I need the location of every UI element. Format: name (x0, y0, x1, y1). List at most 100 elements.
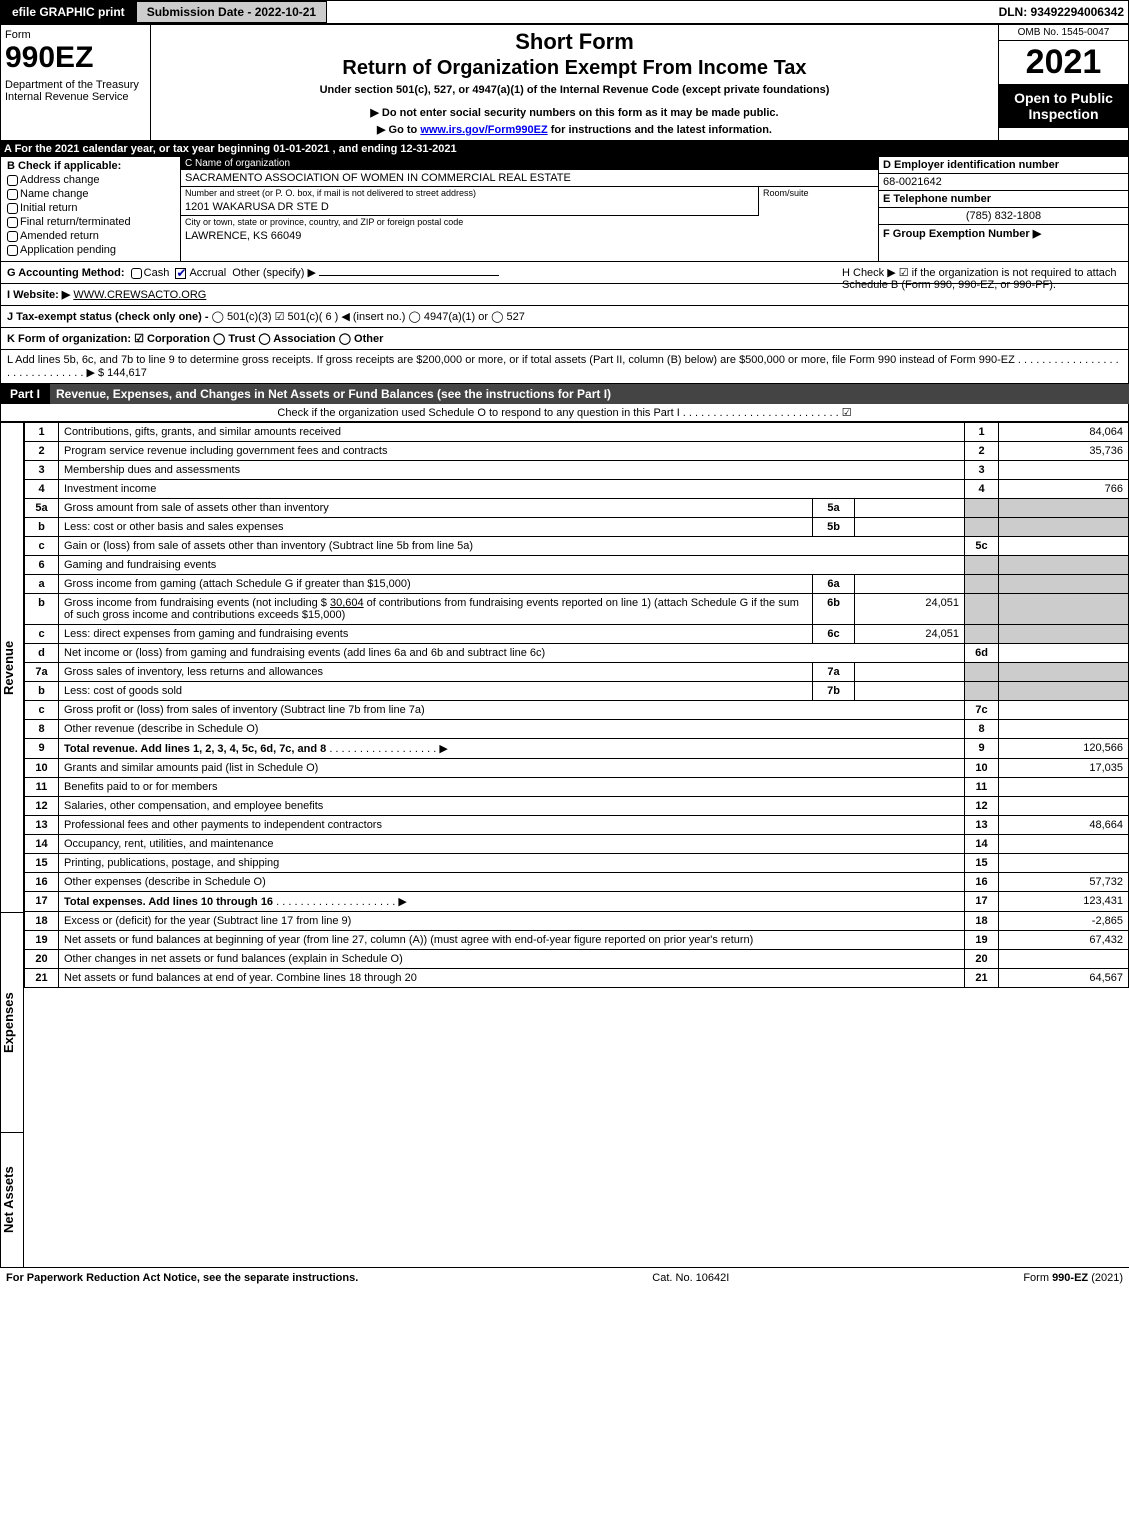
line-2: 2Program service revenue including gover… (25, 442, 1129, 461)
sec-l-gross-receipts: L Add lines 5b, 6c, and 7b to line 9 to … (0, 350, 1129, 384)
footer-left: For Paperwork Reduction Act Notice, see … (6, 1272, 358, 1284)
irs-link[interactable]: www.irs.gov/Form990EZ (420, 124, 547, 136)
footer-middle: Cat. No. 10642I (358, 1272, 1023, 1284)
header-middle: Short Form Return of Organization Exempt… (151, 25, 998, 140)
chk-address-change[interactable]: Address change (7, 174, 174, 186)
chk-application-pending[interactable]: Application pending (7, 244, 174, 256)
department-label: Department of the Treasury Internal Reve… (5, 79, 146, 103)
page-footer: For Paperwork Reduction Act Notice, see … (0, 1267, 1129, 1288)
line-16: 16Other expenses (describe in Schedule O… (25, 873, 1129, 892)
org-name: SACRAMENTO ASSOCIATION OF WOMEN IN COMME… (181, 170, 878, 187)
efile-print-button[interactable]: efile GRAPHIC print (1, 1, 136, 23)
goto-post: for instructions and the latest informat… (548, 124, 772, 136)
subtitle-goto: ▶ Go to www.irs.gov/Form990EZ for instru… (157, 123, 992, 136)
line-6d: dNet income or (loss) from gaming and fu… (25, 644, 1129, 663)
f-group-exemption: F Group Exemption Number ▶ (879, 225, 1128, 242)
i-website-value[interactable]: WWW.CREWSACTO.ORG (73, 289, 206, 301)
part-i-body: Revenue Expenses Net Assets 1Contributio… (0, 422, 1129, 1267)
line-6b: bGross income from fundraising events (n… (25, 594, 1129, 625)
part-i-tag: Part I (0, 384, 50, 404)
subtitle-ssn-warning: ▶ Do not enter social security numbers o… (157, 106, 992, 119)
j-label: J Tax-exempt status (check only one) - (7, 311, 212, 323)
g-other: Other (specify) ▶ (232, 267, 316, 279)
line-6: 6Gaming and fundraising events (25, 556, 1129, 575)
header-right: OMB No. 1545-0047 2021 Open to Public In… (998, 25, 1128, 140)
form-number: 990EZ (5, 41, 146, 75)
j-options: ◯ 501(c)(3) ☑ 501(c)( 6 ) ◀ (insert no.)… (212, 311, 525, 323)
top-bar: efile GRAPHIC print Submission Date - 20… (0, 0, 1129, 24)
room-hdr: Room/suite (759, 187, 878, 199)
sec-j-tax-exempt: J Tax-exempt status (check only one) - ◯… (0, 306, 1129, 328)
addr-hdr: Number and street (or P. O. box, if mail… (181, 187, 758, 199)
line-21: 21Net assets or fund balances at end of … (25, 969, 1129, 988)
d-ein-label: D Employer identification number (879, 157, 1128, 174)
block-bcdef: B Check if applicable: Address change Na… (0, 157, 1129, 262)
sec-h-schedule-b: H Check ▶ ☑ if the organization is not r… (842, 266, 1122, 291)
sec-k-org-form: K Form of organization: ☑ Corporation ◯ … (0, 328, 1129, 350)
line-1: 1Contributions, gifts, grants, and simil… (25, 423, 1129, 442)
tax-year: 2021 (999, 41, 1128, 84)
line-17: 17Total expenses. Add lines 10 through 1… (25, 892, 1129, 912)
city-hdr: City or town, state or province, country… (181, 216, 878, 228)
line-3: 3Membership dues and assessments3 (25, 461, 1129, 480)
chk-amended-return[interactable]: Amended return (7, 230, 174, 242)
form-header: Form 990EZ Department of the Treasury In… (0, 24, 1129, 141)
chk-final-return[interactable]: Final return/terminated (7, 216, 174, 228)
line-11: 11Benefits paid to or for members11 (25, 778, 1129, 797)
g-accrual-check[interactable] (175, 268, 186, 279)
line-13: 13Professional fees and other payments t… (25, 816, 1129, 835)
part-i-header: Part I Revenue, Expenses, and Changes in… (0, 384, 1129, 404)
line-10: 10Grants and similar amounts paid (list … (25, 759, 1129, 778)
form-label: Form (5, 29, 146, 41)
footer-right: Form Form 990-EZ (2021)990-EZ (2021) (1023, 1272, 1123, 1284)
part-i-desc: Revenue, Expenses, and Changes in Net As… (50, 384, 1129, 404)
part-i-note: Check if the organization used Schedule … (0, 404, 1129, 422)
line-5a: 5aGross amount from sale of assets other… (25, 499, 1129, 518)
org-city: LAWRENCE, KS 66049 (181, 228, 878, 244)
side-label-revenue: Revenue (0, 422, 24, 912)
line-18: 18Excess or (deficit) for the year (Subt… (25, 912, 1129, 931)
line-8: 8Other revenue (describe in Schedule O)8 (25, 720, 1129, 739)
col-b-label: B Check if applicable: (7, 160, 174, 172)
line-5c: cGain or (loss) from sale of assets othe… (25, 537, 1129, 556)
e-phone-label: E Telephone number (879, 191, 1128, 208)
col-def: D Employer identification number 68-0021… (878, 157, 1128, 261)
line-7b: bLess: cost of goods sold7b (25, 682, 1129, 701)
line-9: 9Total revenue. Add lines 1, 2, 3, 4, 5c… (25, 739, 1129, 759)
g-cash: Cash (144, 267, 170, 279)
g-label: G Accounting Method: (7, 267, 125, 279)
line-14: 14Occupancy, rent, utilities, and mainte… (25, 835, 1129, 854)
e-phone-value: (785) 832-1808 (879, 208, 1128, 225)
row-a-tax-year: A For the 2021 calendar year, or tax yea… (0, 141, 1129, 157)
title-return: Return of Organization Exempt From Incom… (157, 57, 992, 80)
col-c-name-hdr: C Name of organization (181, 157, 878, 170)
d-ein-value: 68-0021642 (879, 174, 1128, 191)
line-20: 20Other changes in net assets or fund ba… (25, 950, 1129, 969)
title-short-form: Short Form (157, 29, 992, 55)
dln-label: DLN: 93492294006342 (999, 5, 1128, 19)
header-left: Form 990EZ Department of the Treasury In… (1, 25, 151, 140)
chk-name-change[interactable]: Name change (7, 188, 174, 200)
line-6a: aGross income from gaming (attach Schedu… (25, 575, 1129, 594)
g-accrual: Accrual (189, 267, 226, 279)
subtitle-section: Under section 501(c), 527, or 4947(a)(1)… (157, 84, 992, 96)
line-15: 15Printing, publications, postage, and s… (25, 854, 1129, 873)
omb-number: OMB No. 1545-0047 (999, 25, 1128, 41)
submission-date-button[interactable]: Submission Date - 2022-10-21 (136, 1, 327, 23)
part-i-table: 1Contributions, gifts, grants, and simil… (24, 422, 1129, 1267)
col-b-checkboxes: B Check if applicable: Address change Na… (1, 157, 181, 261)
line-6c: cLess: direct expenses from gaming and f… (25, 625, 1129, 644)
line-4: 4Investment income4766 (25, 480, 1129, 499)
col-c-org-info: C Name of organization SACRAMENTO ASSOCI… (181, 157, 878, 261)
goto-pre: ▶ Go to (377, 124, 420, 136)
side-label-net-assets: Net Assets (0, 1132, 24, 1267)
g-cash-radio[interactable] (131, 268, 142, 279)
sec-g-accounting: G Accounting Method: Cash Accrual Other … (0, 262, 1129, 284)
i-label: I Website: ▶ (7, 289, 70, 301)
line-7c: cGross profit or (loss) from sales of in… (25, 701, 1129, 720)
chk-initial-return[interactable]: Initial return (7, 202, 174, 214)
k-label: K Form of organization: ☑ Corporation ◯ … (7, 333, 383, 345)
open-to-public: Open to Public Inspection (999, 84, 1128, 128)
line-7a: 7aGross sales of inventory, less returns… (25, 663, 1129, 682)
line-12: 12Salaries, other compensation, and empl… (25, 797, 1129, 816)
